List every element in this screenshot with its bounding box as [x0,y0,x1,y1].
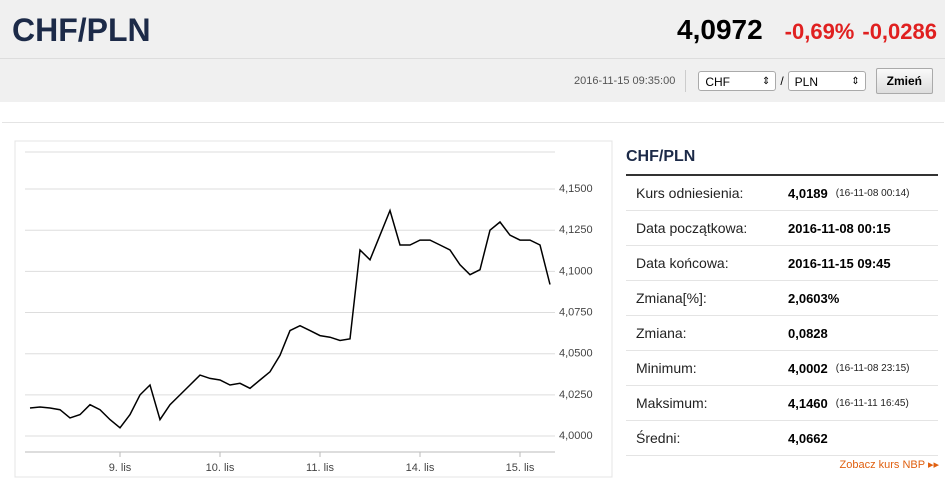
x-tick-label: 9. lis [109,462,132,474]
stats-label: Maksimum: [636,395,708,411]
stats-value: 2,0603% [788,290,840,306]
rate: 4,0972 [677,14,763,45]
header: CHF/PLN 4,0972 -0,69% -0,0286 2016-11-15 0… [0,0,945,102]
stats-row: Maksimum: 4,1460 (16-11-11 16:45) [626,386,938,421]
stats-row: Średni: 4,0662 [626,421,938,456]
rate-block: 4,0972 -0,69% -0,0286 [677,14,937,46]
change-pct: -0,69% [784,19,855,44]
stats-row: Data początkowa: 2016-11-08 00:15 [626,211,938,246]
stats-value: 0,0828 [788,325,828,341]
separator [0,58,945,59]
timestamp: 2016-11-15 09:35:00 [574,70,687,92]
panel [2,122,944,484]
slash: / [780,74,784,88]
price-line [29,208,551,429]
stats-note: (16-11-11 16:45) [835,397,909,409]
stats-note: (16-11-08 23:15) [835,362,910,374]
x-tick-label: 14. lis [406,462,435,474]
stats-row: Zmiana[%]: 2,0603% [626,281,938,316]
stats-label: Data końcowa: [636,255,729,271]
x-tick-label: 11. lis [306,462,334,474]
y-tick-label: 4,0000 [559,430,593,442]
y-tick-label: 4,1250 [559,224,593,236]
x-tick-label: 10. lis [206,462,235,474]
controls: 2016-11-15 09:35:00 CHF / PLN Zmień [574,68,933,94]
chart: 4,0000 4,0250 4,0500 4,0750 4,1000 4,1250 4,15… [14,140,613,478]
stats-row: Data końcowa: 2016-11-15 09:45 [626,246,938,281]
chart-frame [14,140,613,478]
stats-label: Data początkowa: [636,220,748,236]
nbp-link[interactable]: Zobacz kurs NBP ▸▸ [839,459,940,471]
change-button[interactable]: Zmień [875,68,933,94]
stats-value: 4,0002 [788,360,828,376]
stats-row: Minimum: 4,0002 (16-11-08 23:15) [626,351,938,386]
y-tick-label: 4,0250 [559,389,593,401]
stats-label: Kurs odniesienia: [636,185,744,201]
stats-title: CHF/PLN [626,140,938,176]
pair-title: CHF/PLN [12,12,151,48]
to-select[interactable]: PLN [787,71,866,92]
stats-label: Zmiana[%]: [636,290,707,306]
x-tick-label: 15. lis [506,462,535,474]
stats-note: (16-11-08 00:14) [835,187,910,199]
y-tick-label: 4,1000 [559,265,593,277]
stats-label: Minimum: [636,360,697,376]
change-abs: -0,0286 [862,19,937,44]
stats-label: Średni: [636,430,681,446]
y-tick-label: 4,0750 [559,306,593,318]
stats-value: 4,1460 [788,395,828,411]
stats: CHF/PLN Kurs odniesienia: 4,0189 (16-11-08… [626,140,938,456]
stats-row: Kurs odniesienia: 4,0189 (16-11-08 00:14) [626,176,938,211]
y-tick-label: 4,1500 [559,183,593,195]
stats-value: 2016-11-15 09:45 [788,255,891,271]
from-select[interactable]: CHF [698,71,777,92]
stats-value: 4,0189 [788,185,828,201]
stats-value: 2016-11-08 00:15 [788,220,891,236]
link-text[interactable]: Zobacz kurs NBP [839,459,925,471]
stats-label: Zmiana: [636,325,687,341]
y-tick-label: 4,0500 [559,348,593,360]
stats-value: 4,0662 [788,430,828,446]
stats-row: Zmiana: 0,0828 [626,316,938,351]
